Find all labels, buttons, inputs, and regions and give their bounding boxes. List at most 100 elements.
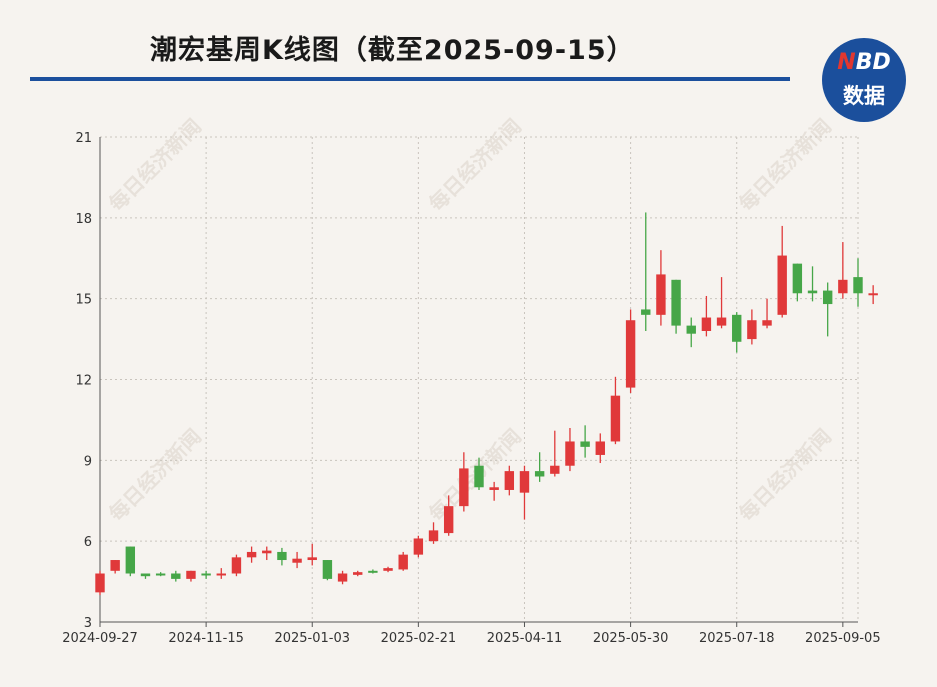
- candle-body: [337, 573, 348, 582]
- y-tick-label: 9: [84, 454, 92, 469]
- candle-body: [489, 487, 499, 490]
- candle-body: [838, 279, 848, 294]
- candle-body: [368, 570, 378, 573]
- y-tick-label: 21: [75, 131, 92, 146]
- candle: [732, 312, 742, 353]
- candle: [792, 263, 803, 302]
- candle-body: [762, 320, 772, 326]
- candle: [171, 570, 181, 582]
- candle-body: [580, 441, 590, 447]
- candle: [504, 465, 515, 496]
- candle-body: [262, 550, 272, 554]
- candle-body: [459, 468, 469, 507]
- candle-body: [140, 573, 151, 577]
- candle: [822, 282, 833, 337]
- x-tick-label: 2024-11-15: [168, 631, 244, 646]
- candle-body: [353, 572, 363, 575]
- candle-body: [822, 290, 833, 305]
- candle-body: [610, 395, 621, 442]
- candle: [534, 452, 545, 482]
- y-tick-label: 6: [84, 535, 92, 550]
- candle-body: [853, 277, 863, 294]
- candle-body: [383, 568, 393, 571]
- y-tick-label: 3: [84, 616, 92, 631]
- candle: [686, 317, 696, 348]
- candle: [580, 425, 590, 458]
- candle: [641, 212, 651, 331]
- candle: [656, 250, 666, 326]
- watermark-text: 每日经济新闻: [104, 114, 206, 216]
- candle-body: [671, 279, 681, 326]
- logo-line1: NBD: [837, 50, 891, 75]
- candle-body: [186, 570, 196, 579]
- x-tick-label: 2025-04-11: [487, 631, 563, 646]
- x-tick-label: 2025-02-21: [381, 631, 457, 646]
- candle: [428, 522, 439, 544]
- candle: [671, 279, 681, 334]
- nbd-logo: NBD 数据: [822, 38, 906, 122]
- candle: [762, 298, 772, 329]
- candle: [519, 465, 530, 520]
- candle: [838, 242, 848, 299]
- candle: [610, 376, 621, 445]
- candle: [413, 535, 424, 558]
- candle: [95, 570, 105, 596]
- axes-layer: 3 6 9 12 15 18 21 2024-09-27 2024-11-15 2025-01-0…: [62, 131, 880, 646]
- candle: [231, 554, 242, 577]
- watermark-text: 每日经济新闻: [734, 424, 836, 526]
- candle: [353, 570, 363, 577]
- watermark-text: 每日经济新闻: [104, 424, 206, 526]
- candle: [868, 285, 878, 305]
- candle-body: [792, 263, 803, 294]
- candle: [292, 551, 302, 569]
- candle: [201, 570, 211, 579]
- candle: [459, 452, 469, 512]
- candle-body: [747, 320, 757, 340]
- candle: [246, 546, 257, 563]
- candle-body: [171, 573, 181, 579]
- x-tick-label: 2024-09-27: [62, 631, 138, 646]
- candle-body: [701, 317, 712, 331]
- candle-body: [231, 557, 242, 574]
- candle: [383, 566, 393, 573]
- x-tick-label: 2025-05-30: [593, 631, 669, 646]
- candle: [853, 258, 863, 307]
- candle: [398, 551, 408, 571]
- candle: [474, 457, 484, 490]
- candle: [550, 430, 560, 477]
- candle: [595, 433, 605, 464]
- candle: [716, 277, 727, 329]
- logo-line2: 数据: [843, 84, 885, 108]
- candles-layer: [95, 212, 878, 596]
- candle-body: [201, 573, 211, 576]
- candle: [125, 546, 136, 577]
- candle: [747, 309, 757, 345]
- candle: [216, 568, 226, 579]
- candle-body: [125, 546, 136, 574]
- candle-body: [534, 471, 545, 477]
- candle: [155, 572, 166, 577]
- candle: [777, 225, 787, 318]
- candle-body: [565, 441, 575, 466]
- candle: [186, 570, 196, 582]
- candle: [701, 295, 712, 337]
- candle-body: [110, 560, 120, 571]
- candle-body: [413, 538, 424, 555]
- candle-body: [322, 560, 333, 579]
- candle-body: [474, 465, 484, 488]
- x-tick-label: 2025-09-05: [805, 631, 881, 646]
- candle-body: [868, 293, 878, 296]
- x-tick-label: 2025-01-03: [274, 631, 350, 646]
- candle-body: [307, 557, 317, 561]
- candle-body: [155, 573, 166, 576]
- candle-body: [519, 471, 530, 493]
- chart-title: 潮宏基周K线图（截至2025-09-15）: [150, 35, 635, 66]
- candle: [565, 428, 575, 472]
- x-tick-label: 2025-07-18: [699, 631, 775, 646]
- candle: [277, 547, 287, 566]
- y-tick-label: 15: [75, 293, 92, 308]
- candle: [807, 266, 818, 302]
- candle: [337, 570, 348, 585]
- candle: [110, 560, 120, 574]
